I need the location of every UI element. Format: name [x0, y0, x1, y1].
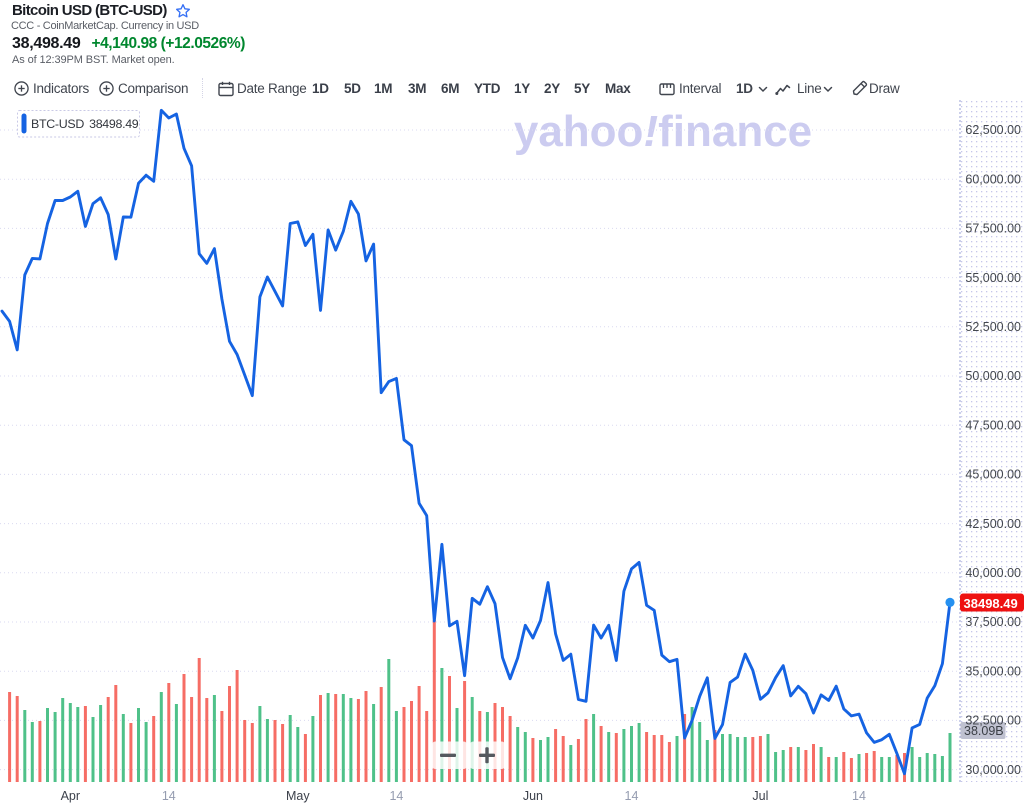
- svg-text:37,500.00: 37,500.00: [965, 615, 1021, 629]
- svg-text:52,500.00: 52,500.00: [965, 320, 1021, 334]
- svg-text:yahoo!finance: yahoo!finance: [514, 107, 812, 156]
- svg-text:May: May: [286, 789, 310, 803]
- svg-text:Apr: Apr: [61, 789, 80, 803]
- svg-text:32,500.00: 32,500.00: [965, 714, 1021, 728]
- svg-text:30,000.00: 30,000.00: [965, 763, 1021, 777]
- svg-text:Jun: Jun: [523, 789, 543, 803]
- svg-text:38498.49: 38498.49: [964, 596, 1018, 611]
- svg-text:14: 14: [852, 789, 866, 803]
- svg-text:45,000.00: 45,000.00: [965, 468, 1021, 482]
- svg-text:14: 14: [389, 789, 403, 803]
- svg-text:14: 14: [625, 789, 639, 803]
- svg-text:60,000.00: 60,000.00: [965, 172, 1021, 186]
- svg-text:57,500.00: 57,500.00: [965, 222, 1021, 236]
- svg-text:35,000.00: 35,000.00: [965, 664, 1021, 678]
- svg-text:50,000.00: 50,000.00: [965, 369, 1021, 383]
- svg-text:14: 14: [162, 789, 176, 803]
- svg-text:38.09B: 38.09B: [964, 724, 1004, 738]
- svg-text:40,000.00: 40,000.00: [965, 566, 1021, 580]
- svg-text:62,500.00: 62,500.00: [965, 123, 1021, 137]
- svg-text:55,000.00: 55,000.00: [965, 271, 1021, 285]
- svg-text:47,500.00: 47,500.00: [965, 418, 1021, 432]
- svg-text:Jul: Jul: [752, 789, 768, 803]
- svg-text:42,500.00: 42,500.00: [965, 517, 1021, 531]
- svg-text:BTC-USD 38498.49: BTC-USD 38498.49: [31, 117, 139, 131]
